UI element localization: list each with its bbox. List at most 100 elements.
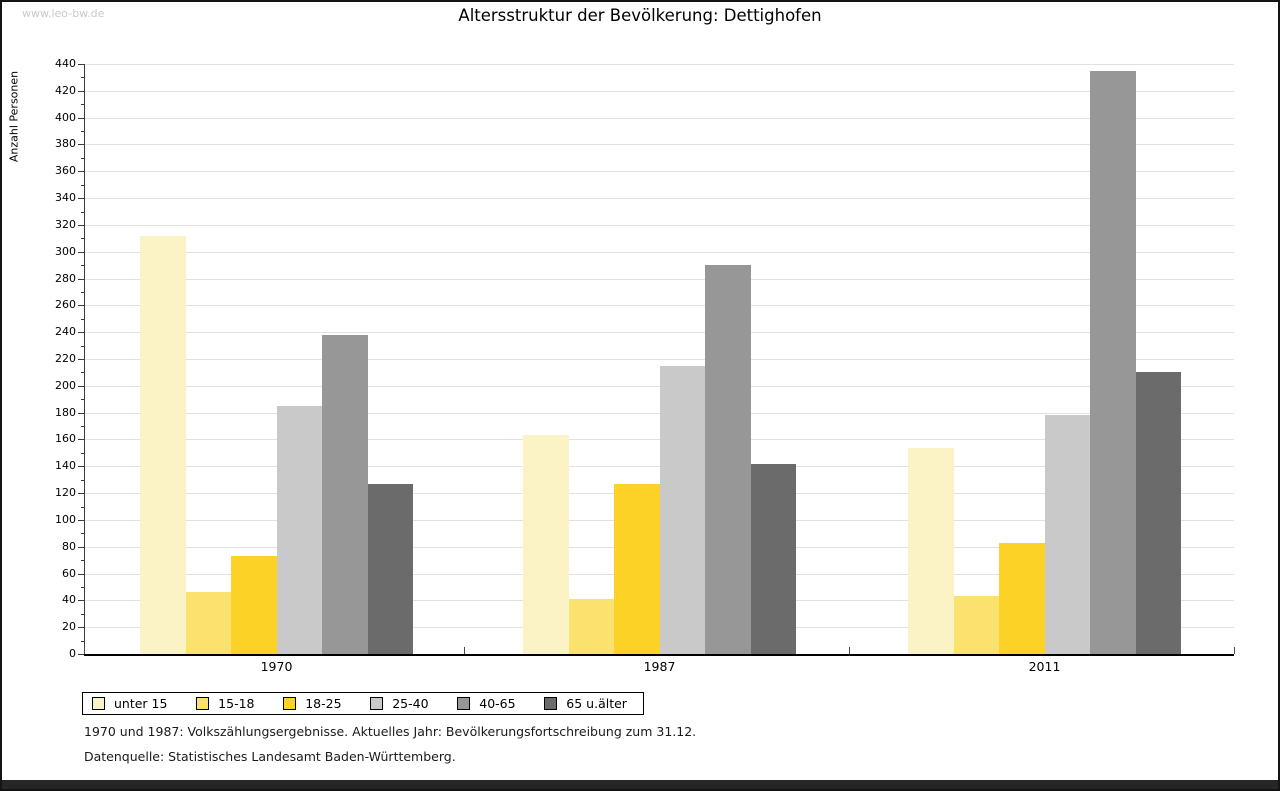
bar: [276, 405, 322, 654]
y-tick-label: 140: [55, 459, 76, 473]
y-minor-tick: [81, 560, 84, 562]
y-minor-tick: [81, 452, 84, 454]
y-tick-label: 220: [55, 352, 76, 365]
y-minor-tick: [81, 318, 84, 320]
y-major-tick: [78, 144, 84, 146]
y-tick-label: 240: [55, 325, 76, 339]
y-tick-label: 420: [55, 83, 76, 97]
x-category-label: 1970: [260, 659, 293, 674]
y-minor-tick: [81, 238, 84, 240]
y-gridline: [85, 144, 1234, 146]
x-boundary-tick: [849, 647, 850, 654]
y-tick-label: 40: [62, 593, 76, 607]
y-minor-tick: [81, 372, 84, 374]
y-major-tick: [78, 117, 84, 119]
bar: [568, 599, 614, 654]
y-major-tick: [78, 171, 84, 173]
y-major-tick: [78, 627, 84, 629]
bar: [140, 235, 186, 654]
bar: [614, 483, 660, 654]
bar: [1090, 70, 1136, 654]
y-tick-label: 340: [55, 191, 76, 205]
y-major-tick: [78, 600, 84, 602]
y-gridline: [85, 117, 1234, 119]
legend-item: unter 15: [92, 696, 167, 711]
y-tick-label: 200: [55, 378, 76, 392]
y-major-tick: [78, 359, 84, 360]
y-tick-label: 80: [62, 539, 76, 553]
y-major-tick: [78, 519, 84, 521]
y-gridline: [85, 251, 1234, 253]
legend-swatch: [196, 697, 210, 710]
legend-label: 40-65: [479, 696, 516, 711]
y-minor-tick: [81, 345, 84, 347]
y-major-tick: [78, 466, 84, 468]
y-tick-label: 300: [55, 244, 76, 258]
y-minor-tick: [81, 533, 84, 535]
y-tick-label: 360: [55, 164, 76, 178]
x-boundary-tick: [84, 647, 85, 654]
y-minor-tick: [81, 506, 84, 508]
bar: [908, 447, 954, 654]
legend-item: 65 u.älter: [544, 696, 627, 711]
bar: [999, 542, 1045, 654]
y-major-tick: [78, 573, 84, 575]
bar: [367, 483, 413, 654]
y-major-tick: [78, 90, 84, 92]
y-axis-line: [84, 64, 85, 654]
legend-swatch: [92, 697, 105, 710]
bar: [185, 592, 231, 654]
legend: unter 15 15-18 18-25 25-40 40-65 65 u.älter: [82, 692, 644, 715]
y-gridline: [85, 359, 1234, 360]
y-minor-tick: [81, 184, 84, 186]
x-axis-line: [84, 654, 1234, 656]
legend-swatch: [370, 697, 384, 710]
y-major-tick: [78, 251, 84, 253]
y-gridline: [85, 332, 1234, 334]
footer-note-datasource: Datenquelle: Statistisches Landesamt Bad…: [84, 749, 456, 764]
y-major-tick: [78, 546, 84, 548]
legend-item: 40-65: [457, 696, 516, 711]
y-tick-label: 20: [62, 620, 76, 634]
bar: [953, 596, 999, 654]
legend-label: 65 u.älter: [566, 696, 627, 711]
bar: [1044, 415, 1090, 654]
y-minor-tick: [81, 586, 84, 588]
y-tick-label: 120: [55, 486, 76, 500]
y-tick-label: 160: [55, 432, 76, 446]
footer-note-sources: 1970 und 1987: Volkszählungsergebnisse. …: [84, 724, 697, 739]
window-bottom-bar: [2, 780, 1278, 789]
bar: [231, 556, 277, 654]
bar: [659, 365, 705, 654]
legend-label: 15-18: [218, 696, 255, 711]
y-major-tick: [78, 305, 84, 307]
y-major-tick: [78, 64, 84, 65]
y-gridline: [85, 224, 1234, 226]
y-major-tick: [78, 385, 84, 387]
legend-swatch: [283, 697, 297, 710]
legend-label: 25-40: [392, 696, 429, 711]
y-tick-label: 0: [69, 647, 76, 660]
bar: [523, 435, 569, 654]
x-category-label: 1987: [643, 659, 676, 674]
y-major-tick: [78, 654, 84, 655]
y-gridline: [85, 198, 1234, 200]
y-minor-tick: [81, 265, 84, 267]
y-major-tick: [78, 198, 84, 200]
y-tick-label: 400: [55, 110, 76, 124]
y-tick-label: 260: [55, 298, 76, 312]
legend-swatch: [457, 697, 471, 710]
x-boundary-tick: [1234, 647, 1235, 654]
y-major-tick: [78, 224, 84, 226]
y-minor-tick: [81, 131, 84, 133]
y-tick-label: 280: [55, 271, 76, 285]
watermark: www.leo-bw.de: [22, 7, 105, 20]
y-tick-label: 320: [55, 217, 76, 231]
y-minor-tick: [81, 399, 84, 401]
y-gridline: [85, 64, 1234, 65]
y-tick-label: 60: [62, 566, 76, 580]
y-minor-tick: [81, 640, 84, 642]
y-minor-tick: [81, 479, 84, 481]
y-major-tick: [78, 493, 84, 495]
